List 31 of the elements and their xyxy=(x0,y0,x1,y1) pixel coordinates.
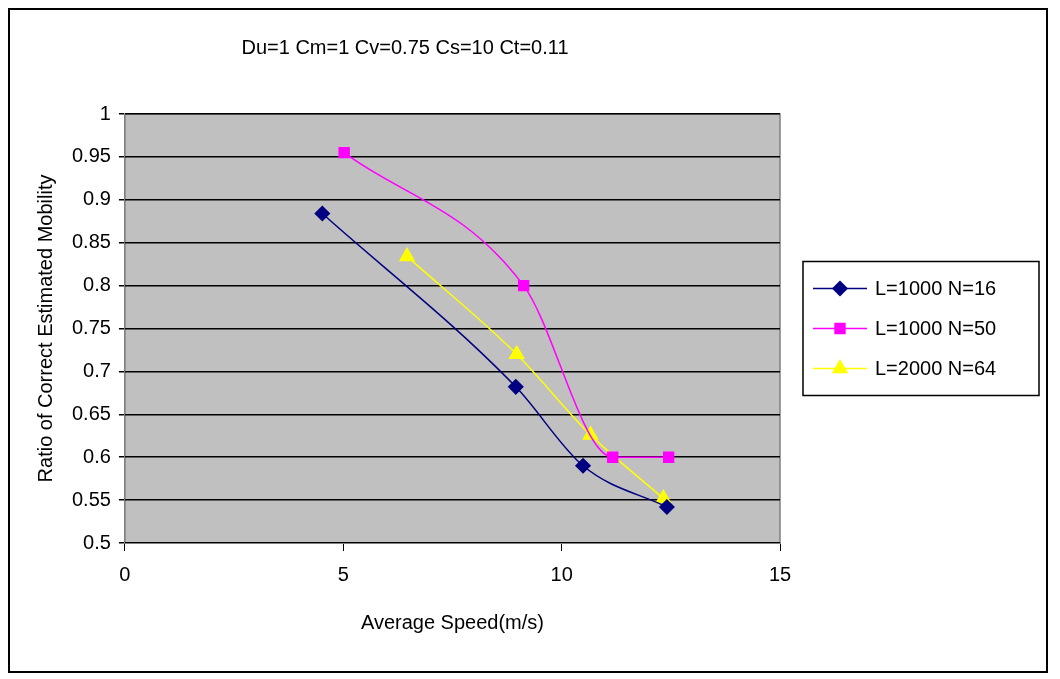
legend-label: L=2000 N=64 xyxy=(875,357,997,380)
y-tick-label: 0.5 xyxy=(83,530,111,553)
point xyxy=(517,279,530,292)
point xyxy=(508,345,525,359)
y-tick-label: 0.85 xyxy=(71,230,111,253)
y-tick-label: 0.75 xyxy=(71,316,111,339)
legend-label: L=1000 N=50 xyxy=(875,317,997,340)
y-tick-label: 0.65 xyxy=(71,401,111,424)
point xyxy=(662,451,675,463)
x-tick-label: 5 xyxy=(337,562,349,585)
x-axis-title: Average Speed(m/s) xyxy=(360,610,544,633)
point xyxy=(508,379,524,395)
point xyxy=(607,451,619,463)
y-tick-label: 0.95 xyxy=(71,144,111,167)
y-axis-title: Ratio of Correct Estimated Mobility xyxy=(33,174,56,483)
point xyxy=(399,247,415,262)
x-tick-label: 10 xyxy=(550,562,573,585)
point xyxy=(314,205,331,222)
x-tick-label: 15 xyxy=(768,562,792,585)
point xyxy=(659,499,675,515)
y-tick-label: 0.7 xyxy=(83,358,111,381)
legend-label: L=1000 N=16 xyxy=(875,277,997,300)
y-tick-label: 0.9 xyxy=(83,187,111,210)
x-tick-label: 0 xyxy=(119,562,131,585)
chart-title: Du=1 Cm=1 Cv=0.75 Cs=10 Ct=0.11 xyxy=(241,35,569,58)
y-tick-label: 0.8 xyxy=(83,273,111,296)
y-tick-label: 0.55 xyxy=(71,487,111,510)
y-tick-label: 1 xyxy=(99,101,111,124)
y-tick-label: 0.6 xyxy=(83,444,111,467)
point xyxy=(338,146,350,159)
point xyxy=(575,458,591,474)
